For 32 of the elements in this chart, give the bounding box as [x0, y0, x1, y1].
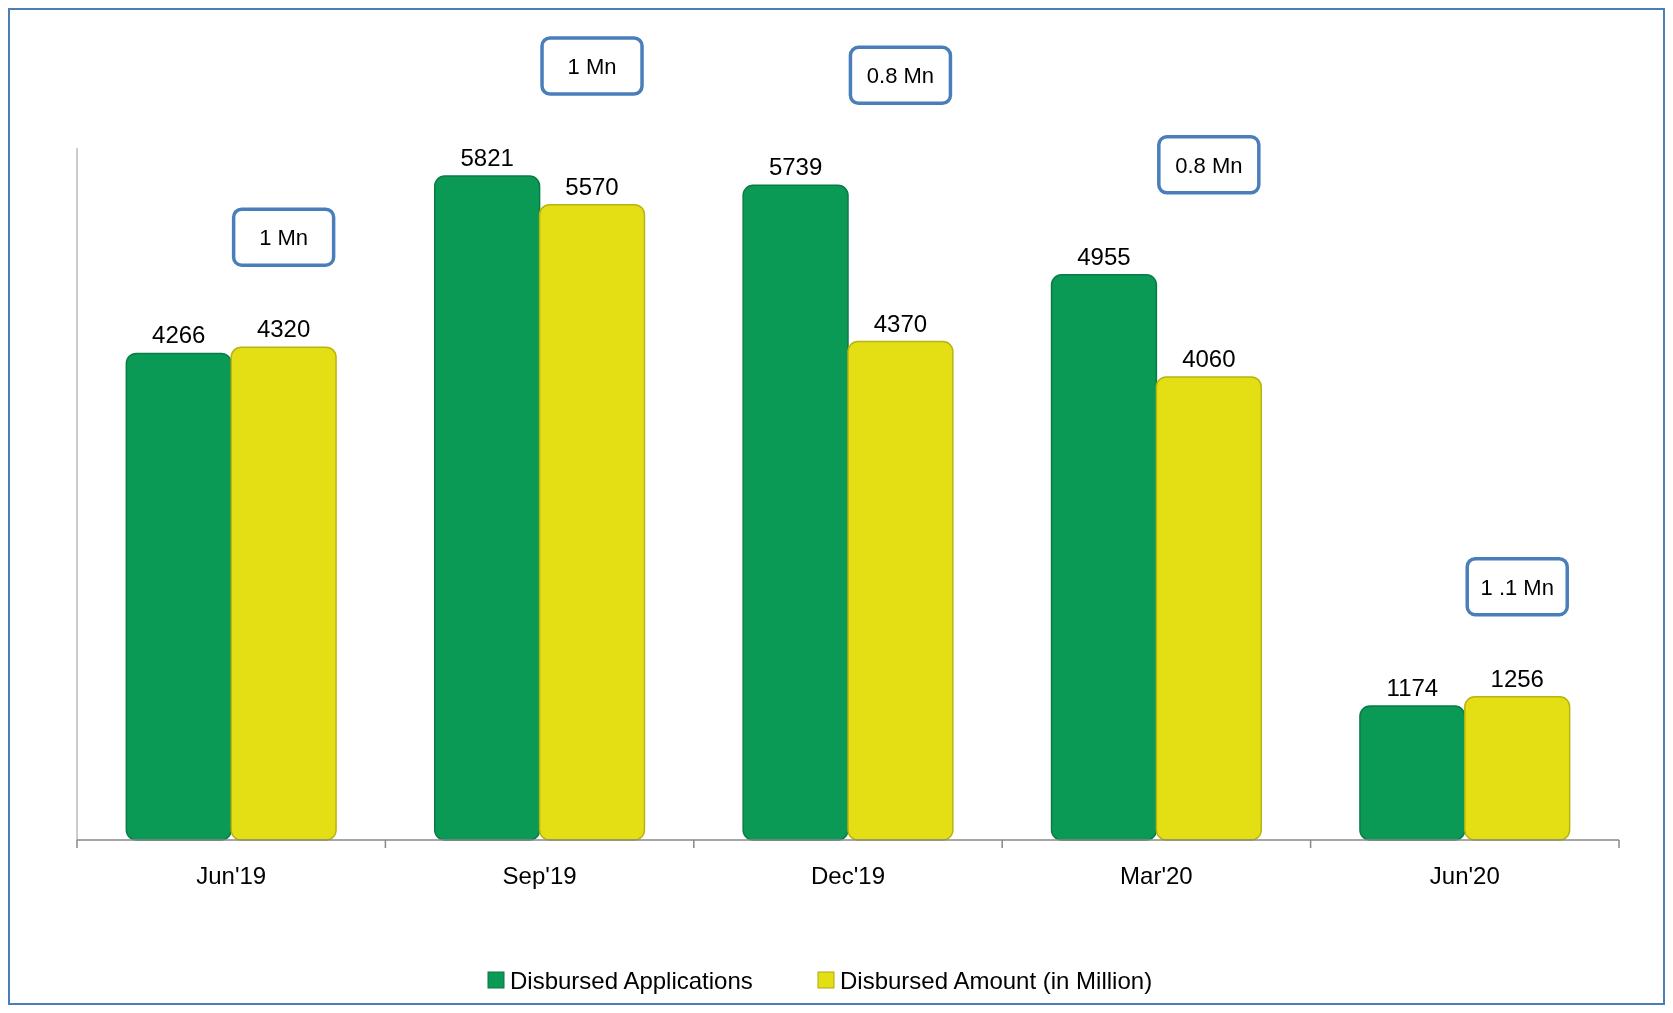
x-tick-label: Sep'19	[502, 862, 577, 889]
bar	[1359, 705, 1466, 841]
bar	[1050, 274, 1158, 841]
bar	[1155, 376, 1263, 841]
x-tick-label: Jun'20	[1429, 862, 1500, 889]
data-label: 4955	[1077, 242, 1131, 270]
legend-label: Disbursed Applications	[510, 967, 753, 994]
text: 0.8 Mn	[866, 63, 935, 89]
data-label: 1256	[1490, 664, 1544, 692]
bar	[230, 346, 337, 841]
data-label: 5570	[565, 172, 619, 200]
data-label: 4370	[873, 309, 928, 337]
bar	[742, 184, 849, 841]
data-label: 4060	[1182, 344, 1236, 372]
x-tick-label: Jun'19	[196, 862, 267, 889]
data-label: 4320	[256, 315, 311, 343]
data-label: 1174	[1386, 674, 1439, 702]
annotation: 0.8 Mn	[1175, 152, 1243, 178]
x-tick-label: Mar'20	[1120, 862, 1193, 889]
bar	[847, 340, 954, 841]
x-tick-label: Dec'19	[811, 862, 885, 889]
annotation: 1 Mn	[259, 225, 309, 251]
bar	[125, 352, 232, 841]
data-label: 4266	[152, 321, 206, 349]
data-label: 5821	[460, 144, 514, 171]
bar	[433, 175, 541, 841]
bar	[1464, 695, 1571, 841]
annotation: 1 .1 Mn	[1480, 574, 1554, 600]
data-label: 5739	[768, 153, 823, 181]
bar	[538, 203, 646, 841]
legend-label: Disbursed Amount (in Million)	[840, 967, 1153, 994]
text: 1 Mn	[567, 54, 617, 79]
